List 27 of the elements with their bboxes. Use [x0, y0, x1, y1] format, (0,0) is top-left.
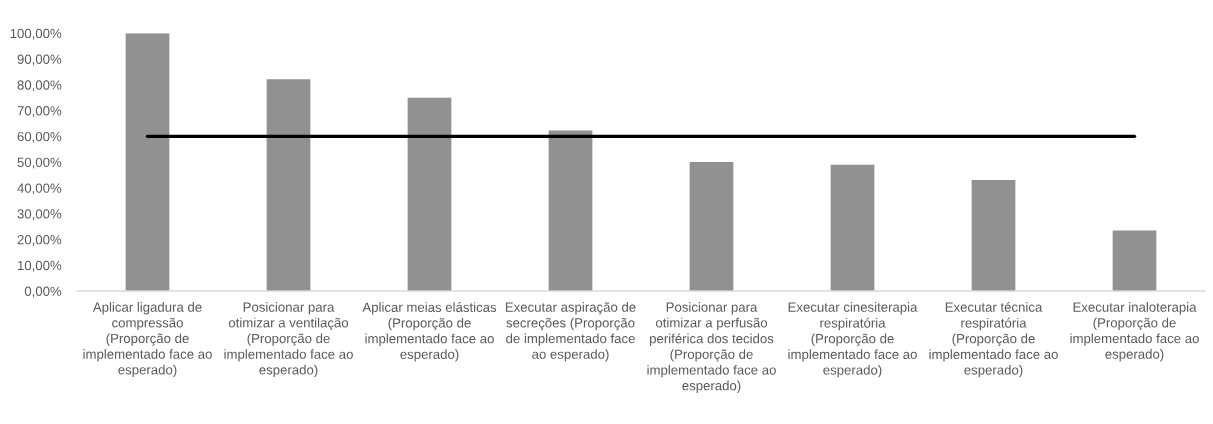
x-tick-label: Executar inaloterapia (Proporção de implementado face ao esperado) [1070, 302, 1199, 362]
y-tick-label: 30,00% [17, 209, 62, 221]
y-tick-label: 80,00% [17, 80, 62, 92]
x-tick-label: Aplicar meias elásticas (Proporção de implementado face ao esperado) [362, 302, 497, 362]
y-tick-label: 10,00% [17, 260, 62, 272]
bar [548, 130, 593, 291]
x-tick-label: Executar técnica respiratória (Proporção de implementado face ao esperado) [929, 301, 1058, 378]
bar [689, 162, 734, 291]
y-tick-label: 0,00% [24, 286, 62, 298]
y-tick-label: 20,00% [17, 235, 62, 246]
bar [407, 97, 452, 291]
bar [971, 179, 1016, 291]
y-tick-label: 50,00% [17, 157, 62, 169]
bar [125, 33, 170, 291]
x-tick-label: Posicionar para otimizar a ventilação (Proporção de implementado face ao esperado) [224, 302, 353, 378]
x-tick-label: Executar cinesiterapia respiratória (Proporção de implementado face ao esperado) [788, 302, 918, 378]
bar [266, 79, 311, 291]
y-tick-label: 40,00% [17, 183, 62, 195]
bar [1112, 230, 1157, 291]
y-tick-label: 60,00% [17, 131, 62, 143]
y-tick-label: 90,00% [17, 54, 62, 66]
x-tick-label: Aplicar ligadura de compressão (Proporção de implementado face ao esperado) [83, 302, 212, 378]
x-tick-label: Posicionar para otimizar a perfusão periférica dos tecidos (Proporção de implementado face ao esperado) [647, 302, 776, 393]
y-tick-label: 100,00% [10, 28, 62, 40]
bar [830, 164, 875, 291]
x-tick-label: Executar aspiração de secreções (Proporção de implementado face ao esperado) [505, 302, 636, 362]
y-tick-label: 70,00% [17, 106, 62, 118]
